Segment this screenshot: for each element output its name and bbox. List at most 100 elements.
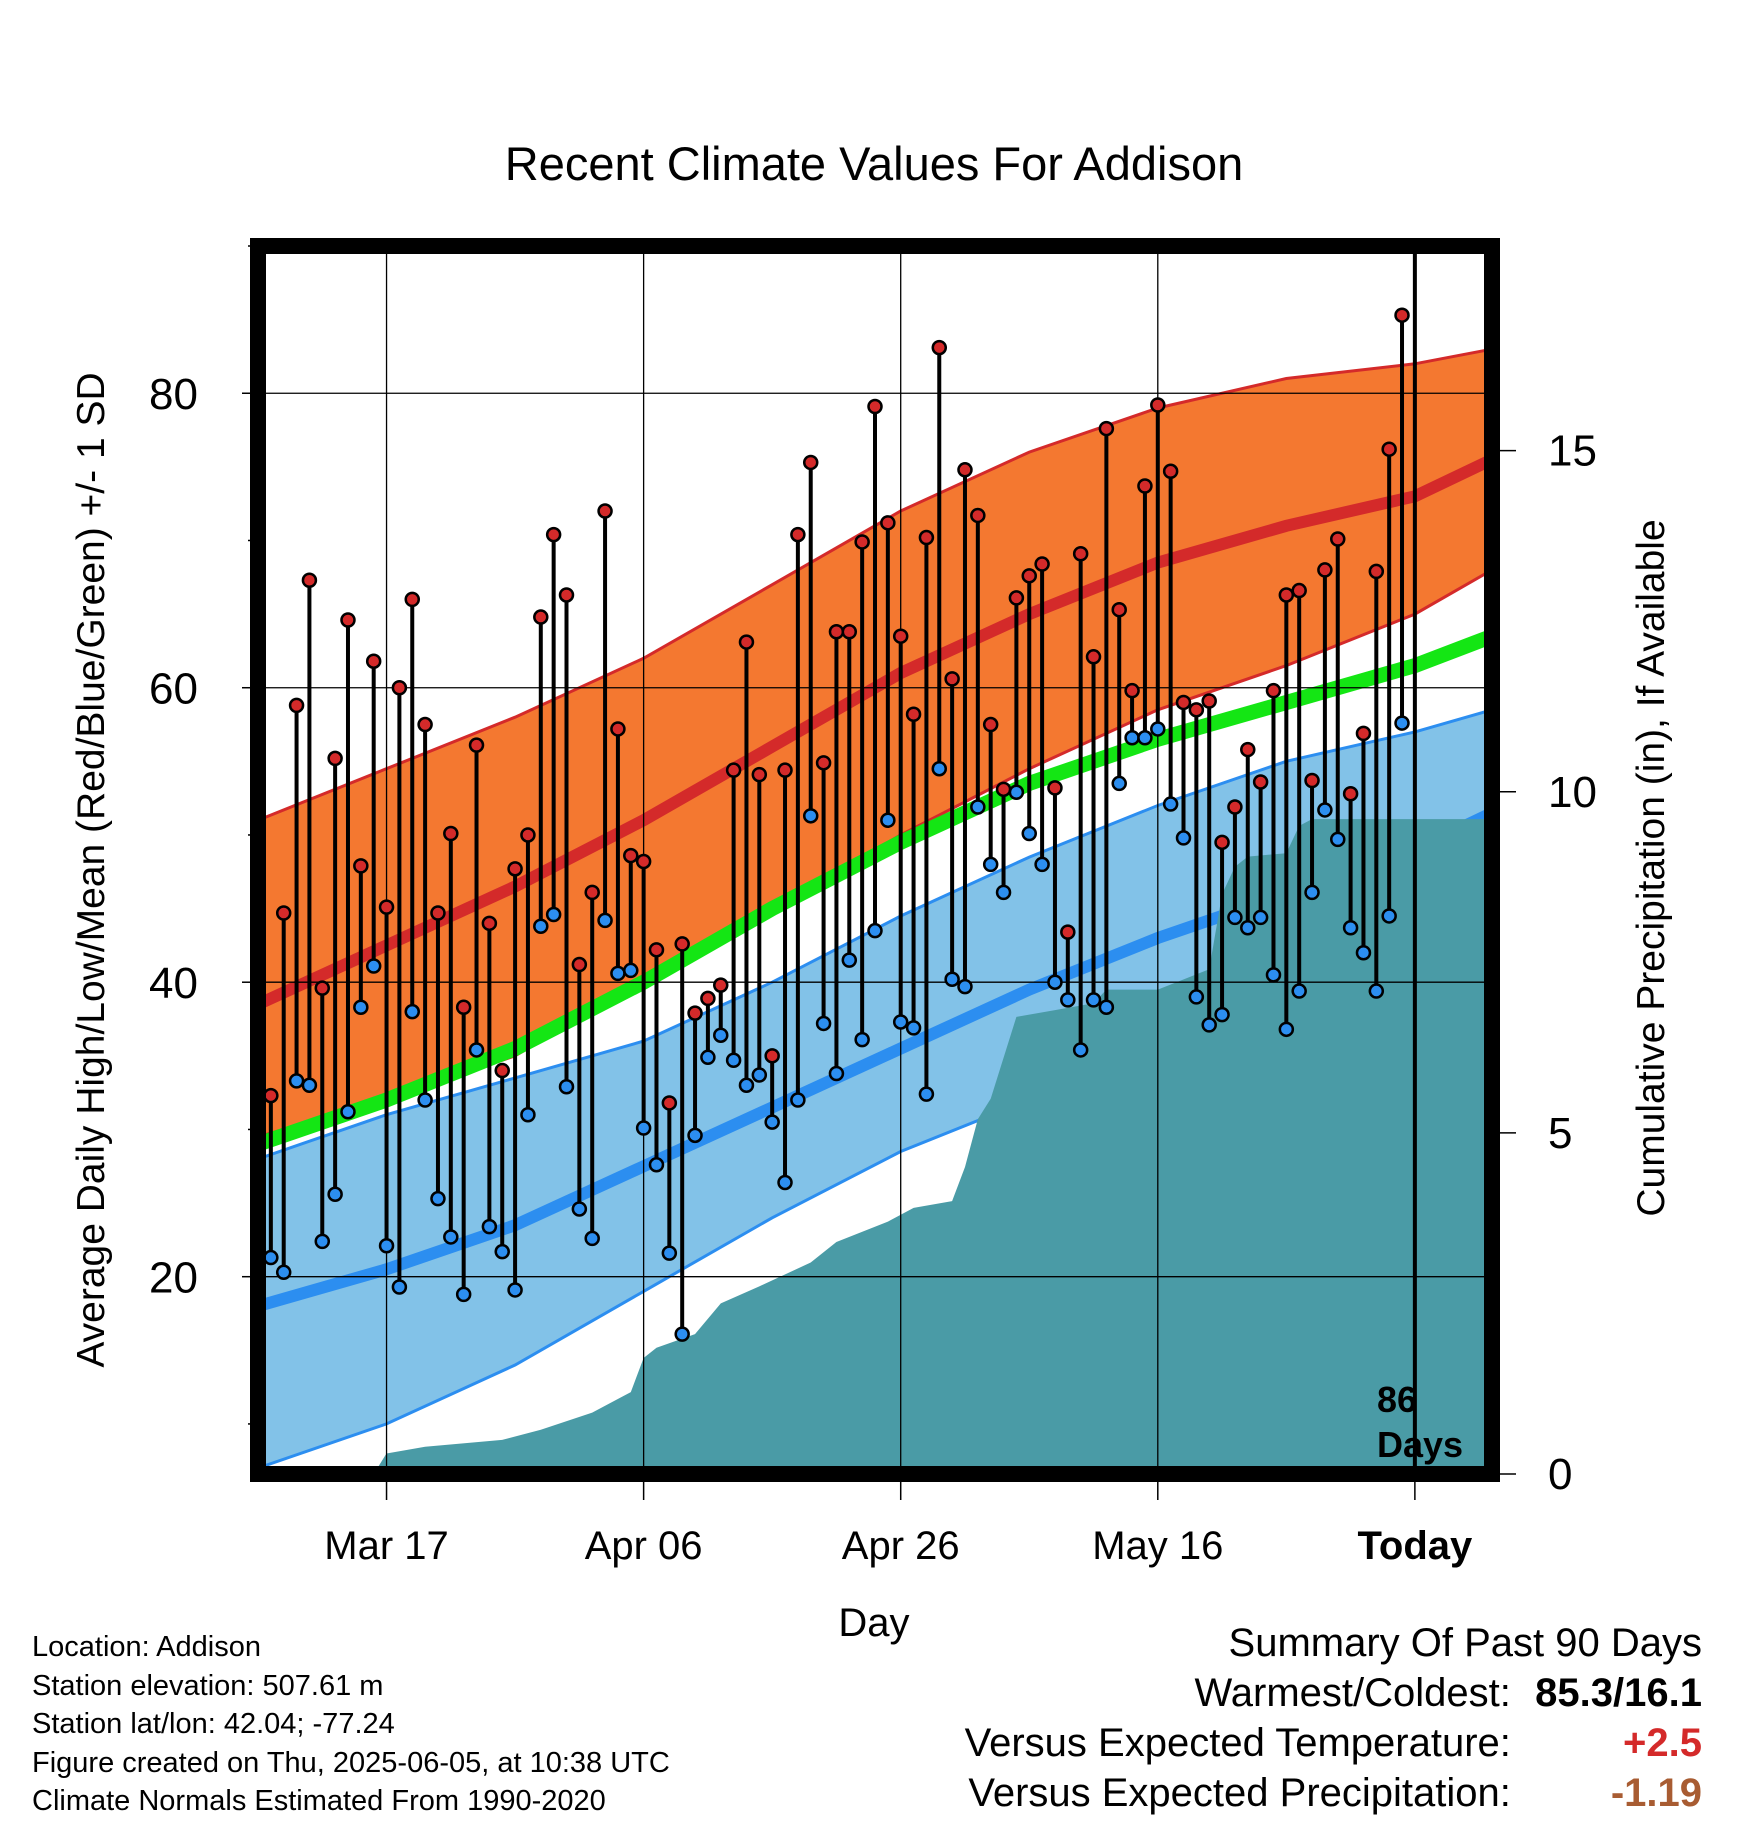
- daily-high-point: [391, 679, 408, 696]
- daily-low-point: [545, 906, 562, 923]
- daily-low-point: [1227, 909, 1243, 926]
- x-tick-label: Mar 17: [324, 1524, 449, 1568]
- daily-high-point: [880, 515, 896, 531]
- daily-high-point: [430, 905, 446, 921]
- station-elevation: Station elevation: 507.61 m: [32, 1669, 384, 1702]
- daily-high-point: [314, 980, 331, 996]
- daily-high-point: [340, 612, 356, 628]
- y-tick-label-left: 60: [149, 665, 198, 714]
- daily-low-point: [1188, 989, 1205, 1005]
- summary-heading: Summary Of Past 90 Days: [1228, 1621, 1702, 1665]
- daily-high-point: [1188, 702, 1205, 718]
- daily-low-point: [481, 1218, 498, 1235]
- daily-high-point: [751, 766, 768, 783]
- daily-high-point: [533, 609, 549, 625]
- plot-frame: [250, 238, 1500, 1482]
- daily-low-point: [1137, 730, 1153, 746]
- daily-low-point: [301, 1077, 318, 1094]
- temp-versus-label: Versus Expected Temperature:: [964, 1721, 1511, 1765]
- daily-high-point: [1265, 682, 1282, 699]
- daily-high-point: [327, 750, 343, 767]
- daily-high-point: [892, 628, 909, 644]
- daily-high-point: [854, 534, 870, 550]
- daily-high-point: [1137, 478, 1153, 494]
- summary-warm-cold: Warmest/Coldest: 85.3/16.1: [965, 1668, 1703, 1718]
- daily-high-point: [661, 1095, 678, 1111]
- daily-high-point: [738, 634, 755, 650]
- daily-high-point: [1150, 397, 1166, 413]
- daily-high-point: [957, 462, 973, 478]
- daily-low-point: [661, 1245, 678, 1261]
- daily-low-point: [1278, 1021, 1295, 1038]
- daily-low-point: [1124, 730, 1140, 746]
- precip-versus-label: Versus Expected Precipitation:: [968, 1771, 1511, 1815]
- daily-low-point: [1162, 796, 1179, 812]
- daily-high-point: [417, 716, 433, 733]
- y-tick-label-left: 80: [149, 370, 198, 419]
- daily-high-point: [1034, 556, 1050, 572]
- daily-low-point: [417, 1092, 433, 1108]
- y-tick-label-left: 20: [149, 1254, 198, 1303]
- daily-low-point: [790, 1092, 806, 1108]
- daily-low-point: [982, 856, 999, 873]
- warm-cold-label: Warmest/Coldest:: [1194, 1671, 1511, 1715]
- daily-high-point: [494, 1062, 510, 1079]
- daily-low-point: [1098, 999, 1115, 1015]
- station-location: Location: Addison: [32, 1631, 261, 1663]
- daily-high-point: [944, 671, 960, 687]
- daily-high-point: [1368, 563, 1385, 580]
- daily-high-point: [687, 1005, 703, 1021]
- station-latlon: Station lat/lon: 42.04; -77.24: [32, 1708, 395, 1740]
- daily-low-point: [854, 1031, 870, 1048]
- daily-low-point: [275, 1264, 292, 1281]
- daily-low-point: [1175, 830, 1192, 846]
- daily-high-point: [263, 1087, 279, 1104]
- daily-high-point: [623, 847, 639, 864]
- daily-high-point: [777, 762, 793, 778]
- daily-high-point: [288, 697, 305, 714]
- daily-low-point: [648, 1157, 665, 1173]
- plot-contents: [258, 246, 1492, 1474]
- daily-low-point: [340, 1104, 356, 1120]
- y-tick-label-left: 40: [149, 959, 198, 1008]
- daily-high-point: [1240, 741, 1256, 758]
- station-info: Location: Addison Station elevation: 507…: [32, 1628, 670, 1821]
- daily-high-point: [1278, 587, 1295, 603]
- daily-low-point: [1072, 1042, 1089, 1058]
- daily-low-point: [905, 1020, 922, 1036]
- daily-low-point: [1355, 945, 1372, 961]
- x-tick-label: Apr 26: [842, 1524, 960, 1568]
- daily-high-point: [275, 905, 292, 921]
- daily-low-point: [623, 962, 639, 979]
- daily-low-point: [764, 1114, 780, 1130]
- daily-low-point: [777, 1174, 793, 1191]
- daily-low-point: [584, 1230, 600, 1247]
- daily-high-point: [1021, 568, 1037, 584]
- daily-low-point: [700, 1049, 716, 1066]
- daily-low-point: [1381, 908, 1397, 924]
- daily-high-point: [674, 936, 690, 952]
- daily-high-point: [700, 990, 716, 1007]
- daily-high-point: [1162, 463, 1179, 480]
- daily-high-point: [1252, 774, 1269, 790]
- daily-high-point: [725, 762, 742, 778]
- daily-high-point: [1355, 725, 1372, 742]
- daily-low-point: [1060, 992, 1076, 1008]
- daily-low-point: [892, 1014, 909, 1030]
- daily-high-point: [404, 591, 420, 608]
- daily-low-point: [533, 918, 549, 935]
- daily-low-point: [1085, 992, 1102, 1008]
- daily-low-point: [1240, 919, 1256, 936]
- daily-high-point: [1085, 649, 1102, 665]
- daily-high-point: [468, 737, 485, 753]
- daily-low-point: [353, 999, 369, 1015]
- daily-low-point: [571, 1201, 588, 1217]
- daily-low-point: [288, 1073, 305, 1089]
- daily-low-point: [751, 1067, 768, 1083]
- daily-low-point: [1111, 775, 1127, 792]
- daily-high-point: [931, 339, 948, 356]
- daily-high-point: [1394, 307, 1410, 323]
- daily-high-point: [970, 507, 986, 524]
- daily-low-point: [1394, 715, 1410, 731]
- x-axis-label: Day: [838, 1601, 909, 1645]
